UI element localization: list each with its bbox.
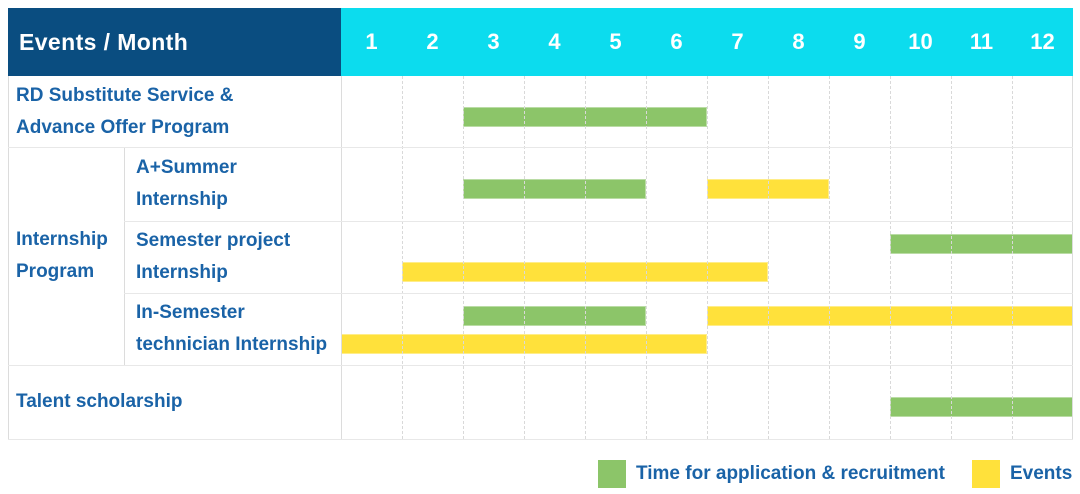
row-label-line: Advance Offer Program (16, 116, 230, 138)
legend-label-events: Events (1010, 463, 1073, 484)
row-label-cell: In-Semester technician Internship (136, 293, 341, 365)
table-right-border (1072, 76, 1073, 439)
header-title-cell: Events / Month (8, 8, 341, 76)
row-label-line: In-Semester (136, 302, 245, 323)
month-header-cell: 7 (731, 29, 744, 54)
row-separator (124, 221, 1073, 222)
sublabel-divider (124, 147, 125, 365)
row-separator (8, 147, 1073, 148)
table-left-border (8, 76, 9, 439)
month-header-cell: 2 (426, 29, 439, 54)
month-header-cell: 9 (853, 29, 866, 54)
month-header-cell: 3 (487, 29, 500, 54)
month-grid-line (951, 76, 952, 439)
group-label-line: Program (16, 261, 95, 282)
row-label-line: Semester project (136, 230, 291, 251)
chart-left-divider (341, 76, 342, 439)
group-label-line: Internship (16, 229, 108, 250)
row-label-cell: A+Summer Internship (136, 147, 341, 221)
header-title: Events / Month (19, 28, 189, 55)
row-separator (8, 365, 1073, 366)
gantt-bar-recruitment (463, 179, 646, 199)
month-header-cell: 8 (792, 29, 805, 54)
month-grid-line (829, 76, 830, 439)
month-grid-line (463, 76, 464, 439)
month-header-cell: 6 (670, 29, 683, 54)
row-label-line: RD Substitute Service & (16, 84, 234, 106)
month-header-cell: 1 (365, 29, 378, 54)
row-label-line: Internship (136, 262, 228, 283)
month-grid-line (585, 76, 586, 439)
row-label-cell: RD Substitute Service & Advance Offer Pro… (16, 76, 336, 147)
gantt-bar-recruitment (890, 234, 1073, 254)
month-grid-line (707, 76, 708, 439)
group-label-cell: Internship Program (8, 147, 124, 365)
month-header-cell: 12 (1030, 29, 1055, 54)
gantt-bar-recruitment (890, 397, 1073, 417)
legend-label-recruitment: Time for application & recruitment (636, 463, 945, 484)
gantt-bar-recruitment (463, 306, 646, 326)
month-grid-line (768, 76, 769, 439)
legend-swatch-recruitment (598, 460, 626, 488)
month-header-cell: 11 (969, 29, 994, 54)
month-grid-line (646, 76, 647, 439)
row-label-line: A+Summer (136, 157, 237, 178)
legend-item-recruitment: Time for application & recruitment (598, 460, 945, 488)
row-separator (124, 293, 1073, 294)
month-grid-line (524, 76, 525, 439)
gantt-table: Events / Month 1 2 3 4 5 6 7 8 9 10 11 12 Internshi… (8, 8, 1073, 440)
row-label-line: technician Internship (136, 334, 328, 355)
month-grid-line (890, 76, 891, 439)
row-label-cell: Semester project Internship (136, 221, 341, 293)
month-header-cell: 10 (908, 29, 933, 54)
legend-swatch-events (972, 460, 1000, 488)
table-bottom-border (8, 439, 1073, 440)
row-label-cell: Talent scholarship (16, 365, 336, 439)
row-label-line: Internship (136, 189, 228, 210)
month-header-cell: 4 (548, 29, 561, 54)
row-label-line: Talent scholarship (16, 391, 183, 412)
month-grid-line (1012, 76, 1013, 439)
legend-item-events: Events (972, 460, 1072, 488)
month-grid-line (402, 76, 403, 439)
month-header-cell: 5 (609, 29, 622, 54)
month-header-row: 1 2 3 4 5 6 7 8 9 10 11 12 (341, 8, 1073, 76)
